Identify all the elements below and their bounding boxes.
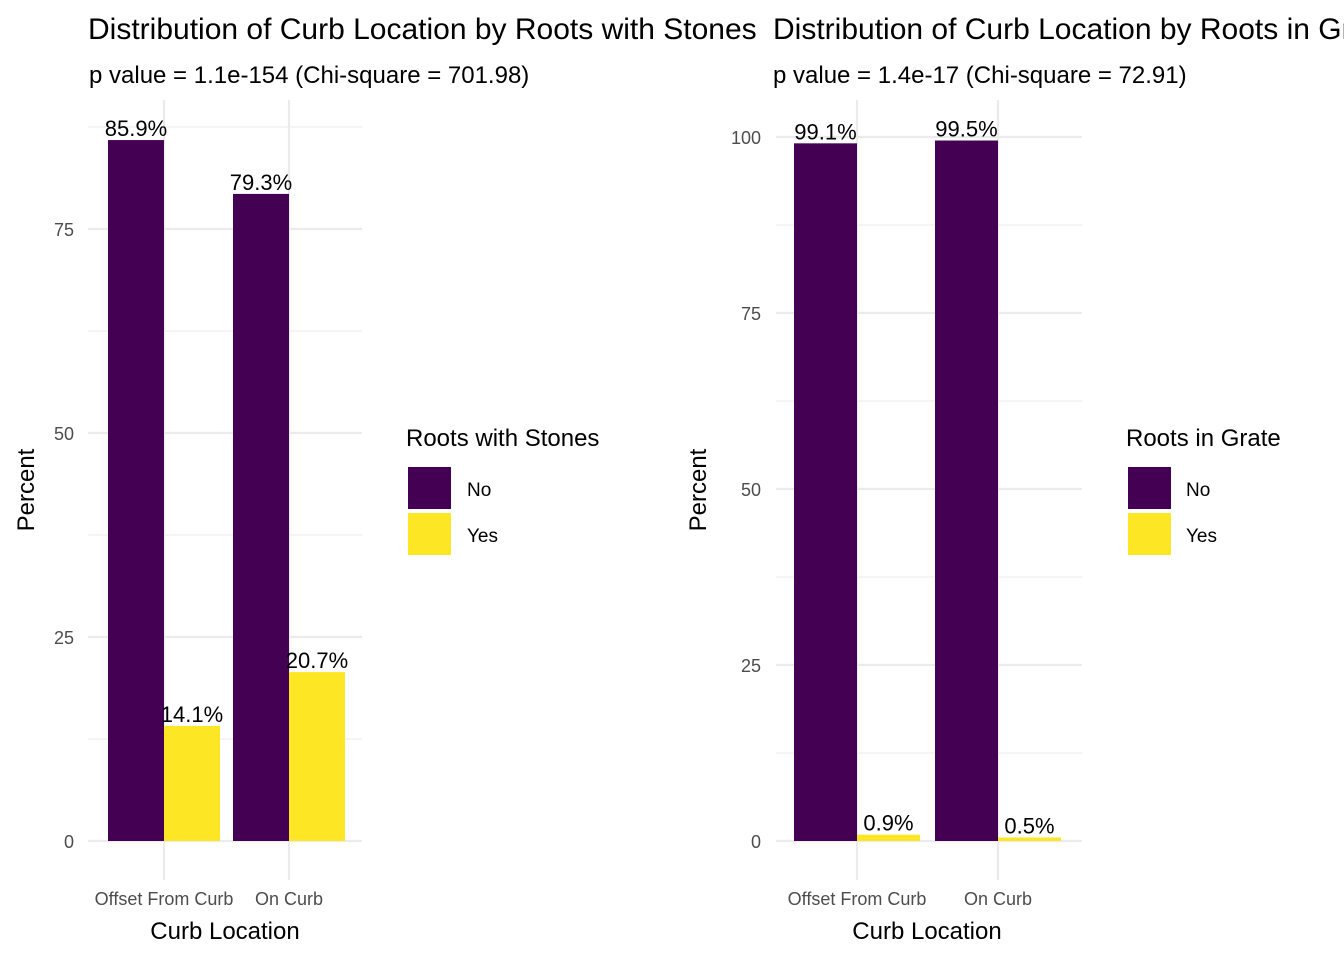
data-label: 20.7% bbox=[286, 648, 348, 673]
bar-no bbox=[108, 140, 164, 841]
data-label: 85.9% bbox=[105, 116, 167, 141]
x-tick-labels: Offset From Curb On Curb bbox=[95, 889, 323, 909]
x-tick-label: On Curb bbox=[255, 889, 323, 909]
chart-panel-roots-with-stones: 85.9% 79.3% 14.1% 20.7% 0 25 50 75 Offset From… bbox=[13, 13, 757, 945]
y-tick-labels: 0 25 50 75 bbox=[54, 220, 74, 852]
bar-no bbox=[233, 193, 289, 842]
legend: Roots in Grate No Yes bbox=[1126, 425, 1281, 555]
x-tick-label: Offset From Curb bbox=[95, 889, 234, 909]
bar-yes bbox=[998, 837, 1061, 841]
y-tick-label: 25 bbox=[54, 628, 74, 648]
chart-title: Distribution of Curb Location by Roots i… bbox=[773, 13, 1344, 46]
bar-no bbox=[935, 140, 998, 841]
y-tick-label: 100 bbox=[731, 128, 761, 148]
legend-swatch-yes bbox=[1128, 513, 1171, 555]
y-tick-label: 75 bbox=[54, 220, 74, 240]
x-tick-label: On Curb bbox=[964, 889, 1032, 909]
legend-title: Roots with Stones bbox=[406, 425, 599, 452]
data-label: 99.1% bbox=[794, 119, 856, 144]
legend-label-yes: Yes bbox=[1186, 526, 1217, 547]
x-axis-title: Curb Location bbox=[852, 918, 1001, 945]
x-tick-labels: Offset From Curb On Curb bbox=[788, 889, 1032, 909]
x-tick-label: Offset From Curb bbox=[788, 889, 927, 909]
y-tick-label: 0 bbox=[751, 832, 761, 852]
bars bbox=[108, 140, 345, 842]
legend-label-yes: Yes bbox=[467, 526, 498, 547]
legend-label-no: No bbox=[467, 480, 491, 501]
data-label: 0.5% bbox=[1004, 813, 1054, 838]
legend-swatch-yes bbox=[408, 513, 451, 555]
chart-subtitle: p value = 1.4e-17 (Chi-square = 72.91) bbox=[773, 62, 1187, 89]
y-axis-title: Percent bbox=[685, 448, 712, 531]
data-labels: 85.9% 79.3% 14.1% 20.7% bbox=[105, 116, 348, 727]
y-tick-label: 50 bbox=[741, 480, 761, 500]
data-label: 14.1% bbox=[161, 702, 223, 727]
y-tick-label: 0 bbox=[64, 832, 74, 852]
chart-panel-roots-in-grate: 99.1% 99.5% 0.9% 0.5% 0 25 50 75 100 Offset Fro… bbox=[685, 13, 1344, 945]
legend-title: Roots in Grate bbox=[1126, 425, 1281, 452]
bar-yes bbox=[857, 834, 920, 841]
data-label: 0.9% bbox=[863, 811, 913, 836]
legend: Roots with Stones No Yes bbox=[406, 425, 599, 555]
data-label: 79.3% bbox=[230, 170, 292, 195]
y-tick-labels: 0 25 50 75 100 bbox=[731, 128, 761, 852]
y-axis-title: Percent bbox=[13, 448, 40, 531]
chart-title: Distribution of Curb Location by Roots w… bbox=[88, 13, 757, 46]
chart-subtitle: p value = 1.1e-154 (Chi-square = 701.98) bbox=[89, 62, 529, 89]
bar-no bbox=[794, 143, 857, 841]
data-label: 99.5% bbox=[935, 117, 997, 142]
y-tick-label: 25 bbox=[741, 656, 761, 676]
legend-label-no: No bbox=[1186, 480, 1210, 501]
data-labels: 99.1% 99.5% 0.9% 0.5% bbox=[794, 117, 1054, 839]
bars bbox=[794, 140, 1061, 841]
bar-yes bbox=[164, 725, 220, 841]
y-tick-label: 75 bbox=[741, 304, 761, 324]
legend-swatch-no bbox=[1128, 467, 1171, 509]
legend-swatch-no bbox=[408, 467, 451, 509]
y-tick-label: 50 bbox=[54, 424, 74, 444]
x-axis-title: Curb Location bbox=[150, 918, 299, 945]
bar-yes bbox=[289, 672, 345, 841]
